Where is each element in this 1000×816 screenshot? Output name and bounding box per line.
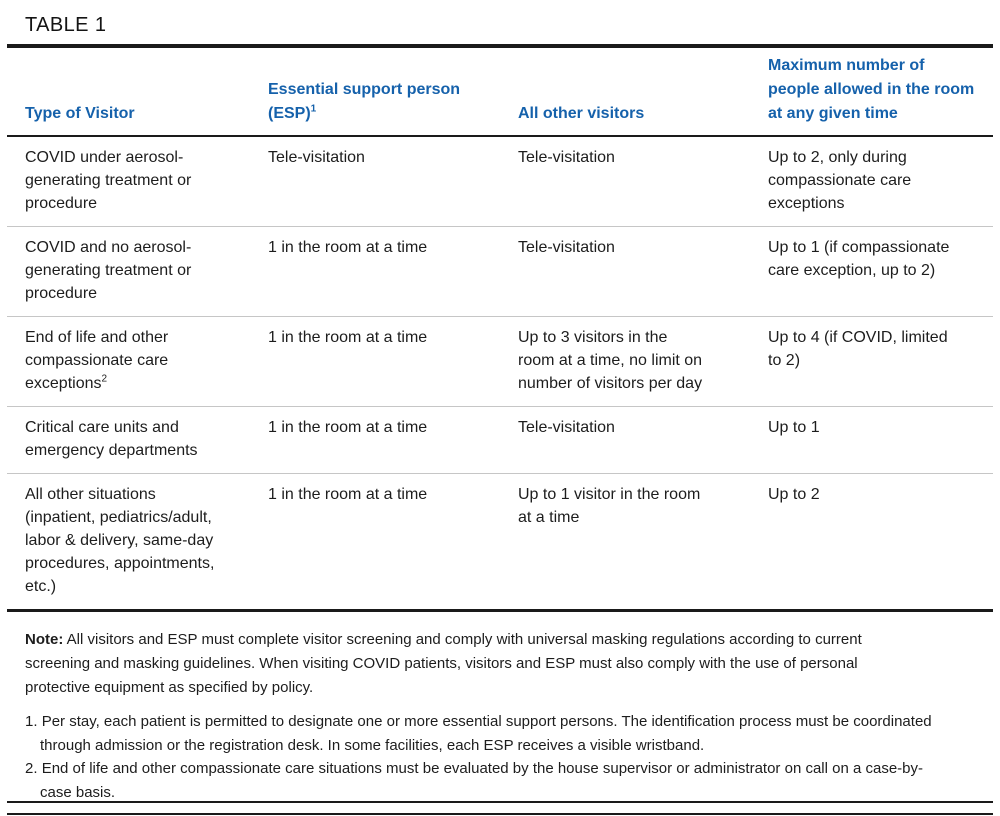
cell-max-people: Up to 2, only during compassionate care …	[768, 149, 912, 212]
cell-other-visitors: Up to 3 visitors in the room at a time, …	[518, 329, 703, 392]
top-rule	[7, 44, 993, 48]
table-row: End of life and other compassionate care…	[7, 316, 993, 407]
note-text: All visitors and ESP must complete visit…	[25, 631, 862, 696]
cell-esp: 1 in the room at a time	[268, 486, 428, 503]
footnote-2: 2. End of life and other compassionate c…	[25, 757, 990, 804]
table-header-row: Type of Visitor Essential support person…	[7, 48, 993, 136]
table-row: Critical care units and emergency depart…	[7, 406, 993, 474]
footnote-number: 1.	[25, 713, 38, 730]
footnote-number: 2.	[25, 760, 38, 777]
bottom-rule-lower	[7, 812, 993, 815]
cell-esp: Tele-visitation	[268, 149, 365, 166]
cell-other-visitors: Tele-visitation	[518, 149, 615, 166]
table-row: COVID and no aerosol- generating treatme…	[7, 226, 993, 317]
cell-other-visitors: Up to 1 visitor in the room at a time	[518, 486, 701, 526]
cell-max-people: Up to 1	[768, 419, 820, 436]
column-header-esp: Essential support person (ESP)1	[268, 81, 461, 122]
cell-esp: 1 in the room at a time	[268, 419, 428, 436]
cell-other-visitors: Tele-visitation	[518, 239, 615, 256]
cell-max-people: Up to 1 (if compassionate care exception…	[768, 239, 950, 279]
cell-visitor-type: Critical care units and emergency depart…	[25, 419, 198, 459]
column-header-type-of-visitor: Type of Visitor	[25, 105, 135, 122]
cell-visitor-type: COVID under aerosol- generating treatmen…	[25, 149, 192, 212]
cell-max-people: Up to 4 (if COVID, limited to 2)	[768, 329, 948, 369]
cell-visitor-type: End of life and other compassionate care…	[25, 329, 169, 392]
cell-other-visitors: Tele-visitation	[518, 419, 615, 436]
footnote-marker: 1	[310, 103, 317, 115]
cell-esp: 1 in the room at a time	[268, 329, 428, 346]
footnote-1: 1. Per stay, each patient is permitted t…	[25, 710, 990, 757]
bottom-rule-upper	[7, 800, 993, 803]
table-row: COVID under aerosol- generating treatmen…	[7, 136, 993, 227]
footnotes-section: 1. Per stay, each patient is permitted t…	[25, 710, 990, 804]
visitor-policy-table: Type of Visitor Essential support person…	[7, 48, 993, 612]
note-label: Note:	[25, 631, 64, 648]
cell-esp: 1 in the room at a time	[268, 239, 428, 256]
footnote-text: End of life and other compassionate care…	[40, 760, 924, 801]
footnote-text: Per stay, each patient is permitted to d…	[40, 713, 932, 754]
cell-visitor-type: All other situations (inpatient, pediatr…	[25, 486, 215, 595]
footnote-marker: 2	[101, 373, 108, 385]
column-header-all-other-visitors: All other visitors	[518, 105, 645, 122]
table-note: Note: All visitors and ESP must complete…	[25, 628, 990, 700]
column-header-max-people: Maximum number of people allowed in the …	[768, 57, 975, 122]
table-row: All other situations (inpatient, pediatr…	[7, 473, 993, 611]
table-title: TABLE 1	[25, 14, 107, 36]
cell-visitor-type: COVID and no aerosol- generating treatme…	[25, 239, 192, 302]
cell-max-people: Up to 2	[768, 486, 820, 503]
